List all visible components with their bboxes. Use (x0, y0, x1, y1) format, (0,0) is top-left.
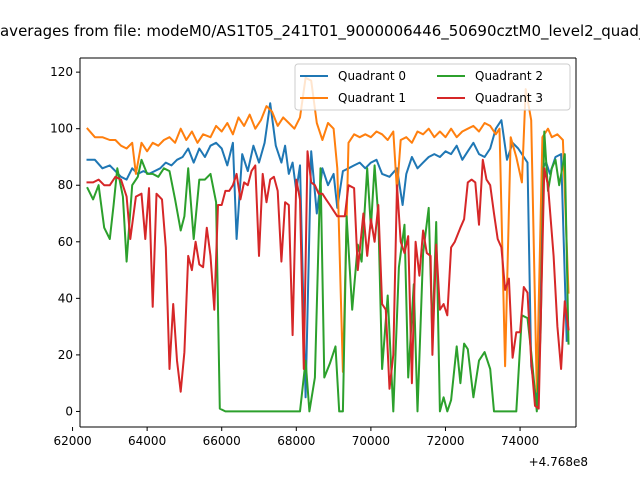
y-tick-label: 120 (50, 65, 73, 79)
y-tick-label: 20 (58, 348, 73, 362)
y-tick-label: 80 (58, 178, 73, 192)
y-tick-label: 100 (50, 122, 73, 136)
x-tick-label: 66000 (203, 434, 241, 448)
legend-label-quadrant-0: Quadrant 0 (338, 69, 406, 83)
x-tick-label: 72000 (426, 434, 464, 448)
y-tick-label: 40 (58, 291, 73, 305)
legend: Quadrant 0 Quadrant 1 Quadrant 2 Quadrant 3 (294, 63, 571, 111)
x-tick-label: 64000 (128, 434, 166, 448)
chart-title: Quadrant averages from file: modeM0/AS1T… (0, 22, 640, 41)
series-line-quadrant-2 (86, 130, 570, 413)
series-line-quadrant-1 (86, 76, 570, 393)
x-axis-offset-label: +4.768e8 (529, 455, 588, 469)
series-line-quadrant-3 (86, 150, 570, 410)
x-tick-label: 68000 (277, 434, 315, 448)
x-tick-label: 70000 (352, 434, 390, 448)
ticks-layer: 62000 64000 66000 68000 70000 72000 74000 0 20 40… (50, 65, 539, 448)
x-tick-label: 74000 (501, 434, 539, 448)
legend-label-quadrant-2: Quadrant 2 (475, 69, 543, 83)
x-tick-label: 62000 (53, 434, 91, 448)
legend-box (294, 63, 571, 111)
y-tick-label: 60 (58, 235, 73, 249)
legend-label-quadrant-3: Quadrant 3 (475, 91, 543, 105)
series-line-quadrant-0 (86, 102, 568, 404)
series-layer (86, 76, 570, 413)
axes-layer (79, 57, 577, 428)
y-tick-label: 0 (65, 404, 73, 418)
legend-label-quadrant-1: Quadrant 1 (338, 91, 406, 105)
